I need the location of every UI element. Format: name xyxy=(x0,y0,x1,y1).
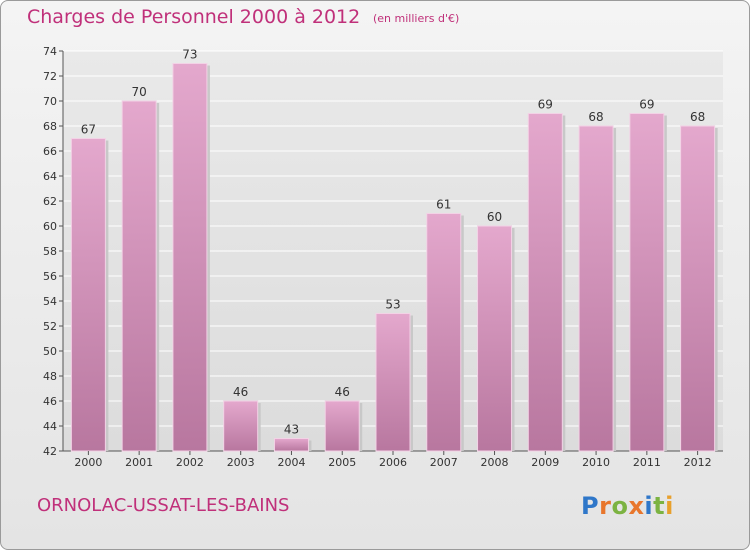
y-tick-label: 44 xyxy=(43,420,57,433)
x-tick-label: 2002 xyxy=(176,456,204,469)
bar-value-label: 61 xyxy=(436,198,451,212)
x-tick-label: 2005 xyxy=(328,456,356,469)
bar-value-label: 60 xyxy=(487,210,502,224)
logo-letter: i xyxy=(665,492,674,520)
y-tick-label: 50 xyxy=(43,345,57,358)
x-tick-label: 2001 xyxy=(125,456,153,469)
y-tick-label: 72 xyxy=(43,70,57,83)
bar-value-label: 67 xyxy=(81,123,96,137)
bar-value-label: 69 xyxy=(538,98,553,112)
bar xyxy=(578,125,614,452)
plot-area: 42 44 46 48 50 52 54 56 58 60 62 64 66 68 70 72 74 67 2000… xyxy=(43,45,723,469)
proxiti-logo: Proxiti xyxy=(581,492,674,520)
y-tick-label: 60 xyxy=(43,220,57,233)
y-tick-label: 42 xyxy=(43,445,57,458)
bar xyxy=(70,138,106,452)
x-tick-label: 2012 xyxy=(684,456,712,469)
bar xyxy=(426,213,462,452)
chart-title: Charges de Personnel 2000 à 2012 xyxy=(27,6,361,28)
bar xyxy=(324,400,360,452)
bar-value-label: 69 xyxy=(639,98,654,112)
logo-letter: P xyxy=(581,492,600,520)
x-tick-label: 2000 xyxy=(74,456,102,469)
bar xyxy=(375,313,411,452)
bar-value-label: 68 xyxy=(690,110,705,124)
logo-letter: x xyxy=(628,492,645,520)
y-tick-label: 54 xyxy=(43,295,57,308)
bar xyxy=(172,63,208,452)
x-tick-label: 2003 xyxy=(227,456,255,469)
y-tick-label: 52 xyxy=(43,320,57,333)
y-tick-label: 64 xyxy=(43,170,57,183)
x-tick-label: 2011 xyxy=(633,456,661,469)
logo-letter: o xyxy=(611,492,629,520)
logo-letter: t xyxy=(653,492,666,520)
y-tick-label: 74 xyxy=(43,45,57,58)
x-tick-label: 2006 xyxy=(379,456,407,469)
bar xyxy=(121,100,157,452)
y-tick-label: 56 xyxy=(43,270,57,283)
bar-value-label: 53 xyxy=(385,298,400,312)
y-tick-label: 62 xyxy=(43,195,57,208)
y-tick-label: 48 xyxy=(43,370,57,383)
bar xyxy=(629,113,665,452)
bar xyxy=(477,225,513,452)
bar xyxy=(273,438,309,452)
x-tick-label: 2010 xyxy=(582,456,610,469)
bar-value-label: 70 xyxy=(132,85,147,99)
y-tick-label: 66 xyxy=(43,145,57,158)
bar-value-label: 43 xyxy=(284,423,299,437)
x-tick-label: 2008 xyxy=(481,456,509,469)
bar xyxy=(680,125,716,452)
bar-value-label: 46 xyxy=(335,385,350,399)
y-tick-label: 70 xyxy=(43,95,57,108)
bar-value-label: 46 xyxy=(233,385,248,399)
bar-value-label: 68 xyxy=(588,110,603,124)
y-tick-label: 58 xyxy=(43,245,57,258)
x-tick-label: 2004 xyxy=(277,456,305,469)
x-tick-label: 2009 xyxy=(531,456,559,469)
logo-letter: r xyxy=(599,492,612,520)
unit-note: (en milliers d'€) xyxy=(373,12,460,25)
y-tick-label: 46 xyxy=(43,395,57,408)
bar xyxy=(223,400,259,452)
x-tick-label: 2007 xyxy=(430,456,458,469)
logo-letter: i xyxy=(644,492,654,520)
bar-value-label: 73 xyxy=(182,48,197,62)
commune-name: ORNOLAC-USSAT-LES-BAINS xyxy=(37,495,290,516)
y-tick-label: 68 xyxy=(43,120,57,133)
bar xyxy=(527,113,563,452)
